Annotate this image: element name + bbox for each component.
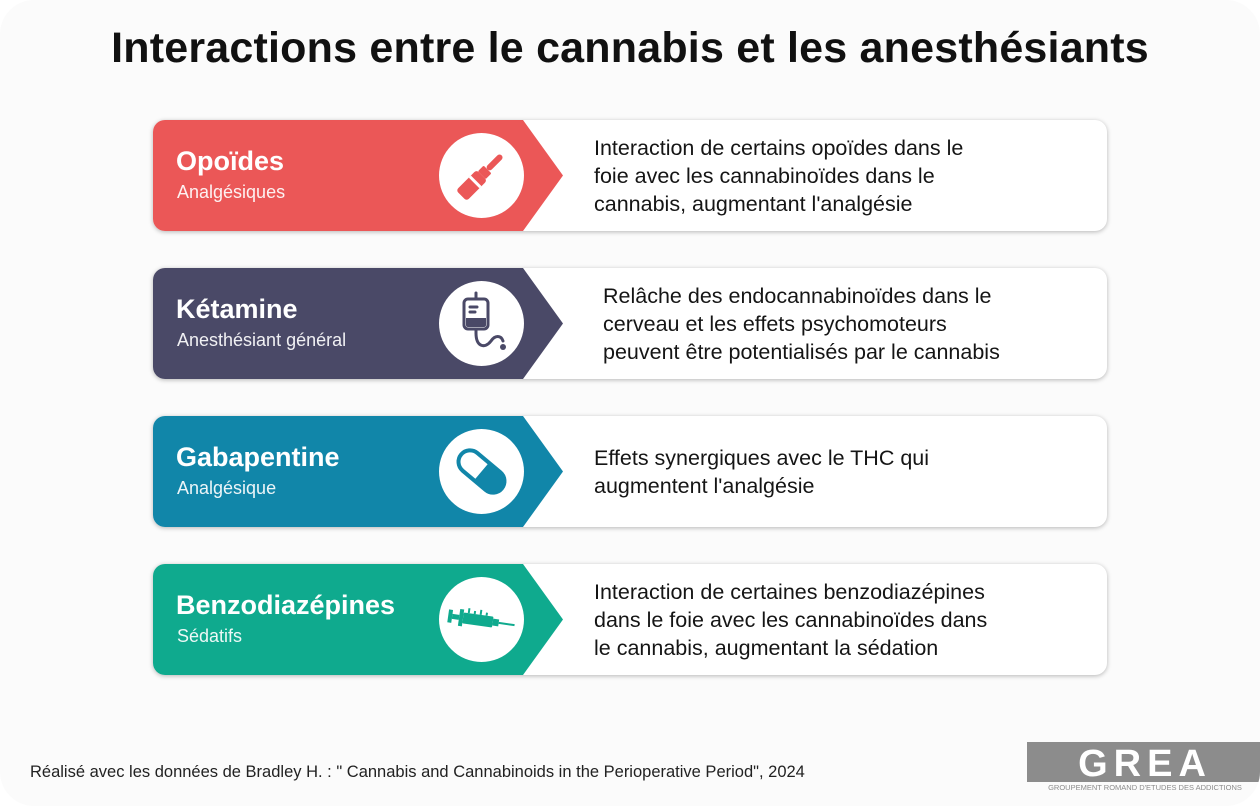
- drug-card-gabapentine: Gabapentine Analgésique Effets synergiqu…: [153, 416, 1107, 527]
- source-citation: Réalisé avec les données de Bradley H. :…: [30, 763, 805, 781]
- iv-bag-icon: [439, 281, 524, 366]
- drug-category: Sédatifs: [177, 626, 243, 646]
- drug-category: Analgésiques: [177, 182, 286, 202]
- drug-name: Opoïdes: [176, 146, 285, 176]
- drug-card-benzodiazepines: Benzodiazépines Sédatifs Interaction de: [153, 564, 1107, 675]
- drug-name: Benzodiazépines: [176, 590, 396, 620]
- logo-text: GREA: [1078, 743, 1212, 785]
- grea-logo: GREA GROUPEMENT ROMAND D'ETUDES DES ADDI…: [1027, 742, 1260, 792]
- syringe-icon: [439, 577, 524, 662]
- drug-name: Kétamine: [176, 294, 298, 324]
- drug-name: Gabapentine: [176, 442, 340, 472]
- drug-card-opioides: Opoïdes Analgésiques Interaction de cert…: [153, 120, 1107, 231]
- capsule-icon: [439, 429, 524, 514]
- ampoule-icon: [439, 133, 524, 218]
- interaction-description: Interaction de certains opoïdes dans le …: [594, 135, 964, 216]
- drug-category: Analgésique: [177, 478, 277, 498]
- interaction-description: Relâche des endocannabinoïdes dans le ce…: [603, 283, 1000, 364]
- interaction-description: Effets synergiques avec le THC qui augme…: [594, 445, 930, 498]
- drug-card-ketamine: Kétamine Anesthésiant général Relâche de…: [153, 268, 1107, 379]
- page-title: Interactions entre le cannabis et les an…: [111, 24, 1149, 72]
- drug-category: Anesthésiant général: [177, 330, 347, 350]
- logo-subtitle: GROUPEMENT ROMAND D'ETUDES DES ADDICTION…: [1048, 783, 1242, 792]
- interaction-description: Interaction de certaines benzodiazépines…: [594, 579, 988, 660]
